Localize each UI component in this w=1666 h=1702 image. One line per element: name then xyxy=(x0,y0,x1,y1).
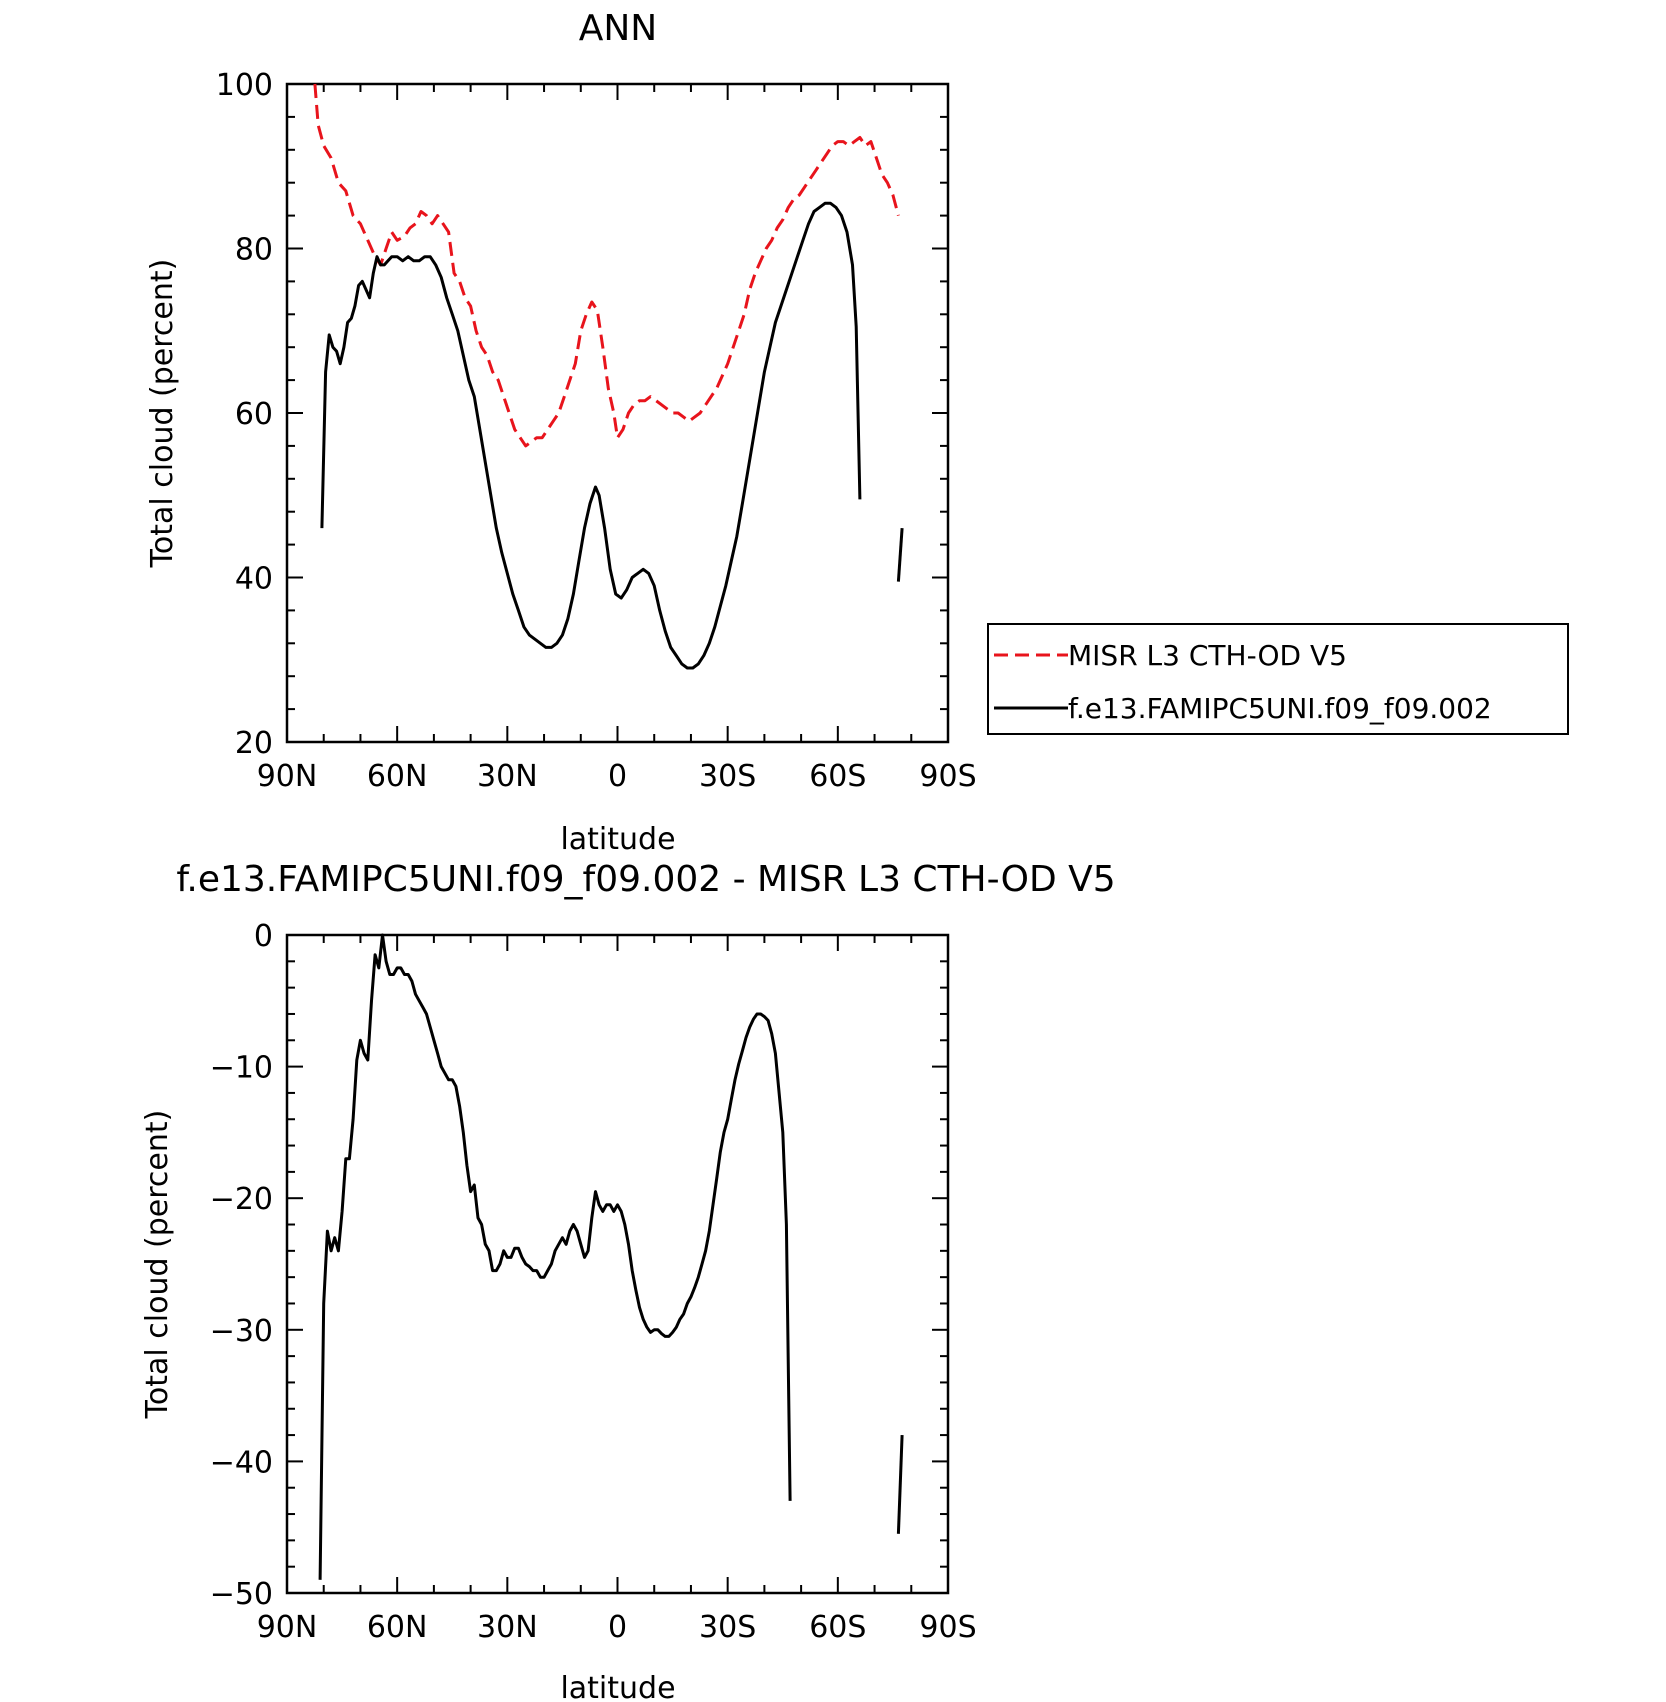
top-series-line-1 xyxy=(320,201,862,670)
top-x-tick-label: 90N xyxy=(257,759,318,794)
bottom-series-line-1 xyxy=(896,1435,904,1534)
legend: MISR L3 CTH-OD V5 f.e13.FAMIPC5UNI.f09_f… xyxy=(987,623,1569,735)
bottom-y-tick-label: 0 xyxy=(254,919,273,954)
bottom-panel: f.e13.FAMIPC5UNI.f09_f09.002 - MISR L3 C… xyxy=(140,859,1116,1702)
bottom-x-axis-label: latitude xyxy=(560,1671,675,1702)
bottom-y-axis-label: Total cloud (percent) xyxy=(140,1110,175,1420)
top-y-tick-label: 20 xyxy=(235,726,273,761)
top-chart-title: ANN xyxy=(579,8,658,49)
top-y-tick-label: 100 xyxy=(216,68,273,103)
top-y-tick-label: 80 xyxy=(235,233,273,268)
bottom-x-tick-label: 60N xyxy=(367,1610,428,1645)
top-y-ticks: 20 40 60 80 100 xyxy=(216,68,948,761)
bottom-x-tick-label: 30S xyxy=(699,1610,756,1645)
bottom-y-tick-label: −10 xyxy=(210,1051,273,1086)
legend-label-misr: MISR L3 CTH-OD V5 xyxy=(1068,639,1347,672)
top-x-tick-label: 30S xyxy=(699,759,756,794)
bottom-y-tick-label: −50 xyxy=(210,1577,273,1612)
bottom-y-tick-label: −20 xyxy=(210,1182,273,1217)
top-y-axis-label: Total cloud (percent) xyxy=(145,259,180,569)
bottom-y-ticks: −50 −40 −30 −20 −10 0 xyxy=(210,919,948,1612)
top-series-line-0 xyxy=(313,83,900,448)
bottom-y-tick-label: −40 xyxy=(210,1445,273,1480)
top-plot-frame xyxy=(285,82,950,744)
bottom-x-ticks: 90N 60N 30N 0 30S 60S 90S xyxy=(257,935,977,1645)
bottom-series-group xyxy=(318,933,904,1580)
top-x-ticks: 90N 60N 30N 0 30S 60S 90S xyxy=(257,84,977,794)
legend-box xyxy=(987,623,1569,735)
bottom-series-line-0 xyxy=(318,933,792,1580)
bottom-x-tick-label: 60S xyxy=(809,1610,866,1645)
top-panel: ANN 90N 60N 30N 0 30S 60S 90S 20 40 60 80 100 lati… xyxy=(145,8,1569,857)
top-x-axis-label: latitude xyxy=(560,822,675,857)
top-y-tick-label: 60 xyxy=(235,397,273,432)
bottom-y-tick-label: −30 xyxy=(210,1314,273,1349)
legend-label-model: f.e13.FAMIPC5UNI.f09_f09.002 xyxy=(1068,692,1492,725)
bottom-plot-frame xyxy=(285,933,950,1595)
top-x-tick-label: 90S xyxy=(919,759,976,794)
bottom-x-tick-label: 30N xyxy=(477,1610,538,1645)
bottom-x-tick-label: 0 xyxy=(608,1610,627,1645)
top-y-tick-label: 40 xyxy=(235,562,273,597)
top-x-tick-label: 0 xyxy=(608,759,627,794)
top-series-group xyxy=(313,83,904,670)
bottom-chart-title: f.e13.FAMIPC5UNI.f09_f09.002 - MISR L3 C… xyxy=(176,859,1115,900)
top-x-tick-label: 30N xyxy=(477,759,538,794)
top-x-tick-label: 60N xyxy=(367,759,428,794)
bottom-x-tick-label: 90S xyxy=(919,1610,976,1645)
bottom-x-tick-label: 90N xyxy=(257,1610,318,1645)
top-series-line-2 xyxy=(896,527,904,582)
top-x-tick-label: 60S xyxy=(809,759,866,794)
